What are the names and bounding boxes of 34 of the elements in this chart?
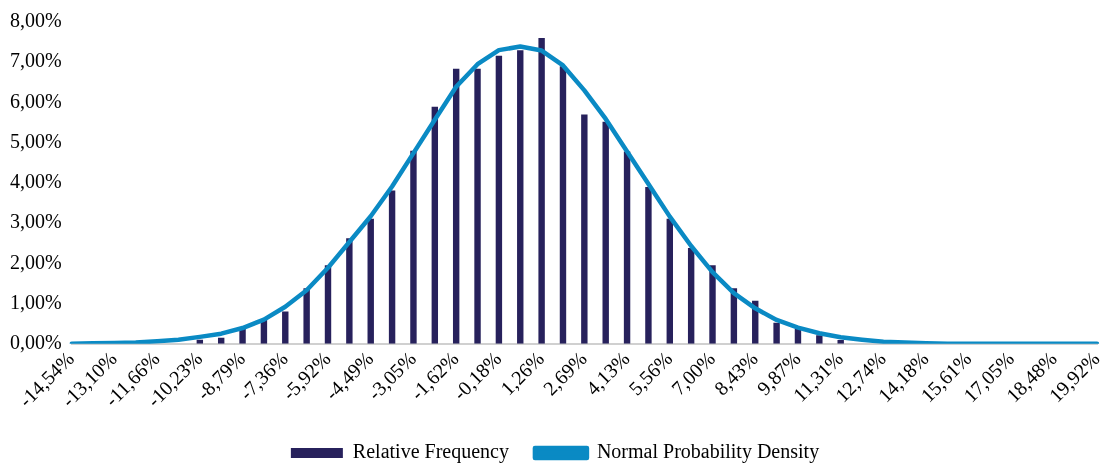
- bar: [645, 186, 652, 344]
- bar: [666, 218, 673, 344]
- bar: [581, 114, 588, 344]
- legend-label: Relative Frequency: [352, 440, 509, 464]
- bar: [837, 340, 844, 344]
- bar: [517, 50, 524, 344]
- y-tick-label: 7,00%: [9, 49, 62, 72]
- bar: [388, 190, 396, 344]
- y-tick-label: 8,00%: [9, 9, 62, 32]
- bar: [282, 311, 289, 344]
- y-tick-label: 6,00%: [9, 89, 62, 112]
- y-tick-label: 2,00%: [9, 250, 62, 273]
- y-tick-label: 5,00%: [9, 129, 62, 152]
- bar: [709, 265, 716, 344]
- bar: [559, 66, 567, 344]
- bar: [623, 151, 631, 344]
- y-tick-label: 0,00%: [9, 330, 62, 353]
- bar: [773, 322, 780, 344]
- legend-label: Normal Probability Density: [596, 440, 820, 464]
- bar: [495, 55, 503, 344]
- bar: [816, 335, 823, 344]
- bar: [474, 68, 481, 344]
- bar: [367, 218, 374, 344]
- bar: [452, 68, 460, 344]
- bar: [431, 106, 439, 344]
- bar: [346, 238, 353, 344]
- bar: [602, 121, 609, 344]
- y-tick-label: 3,00%: [9, 210, 62, 233]
- y-tick-label: 4,00%: [9, 170, 62, 193]
- bar: [538, 38, 545, 344]
- bar: [410, 150, 417, 344]
- bar: [303, 288, 310, 344]
- y-tick-label: 1,00%: [9, 290, 62, 313]
- bar: [687, 248, 695, 344]
